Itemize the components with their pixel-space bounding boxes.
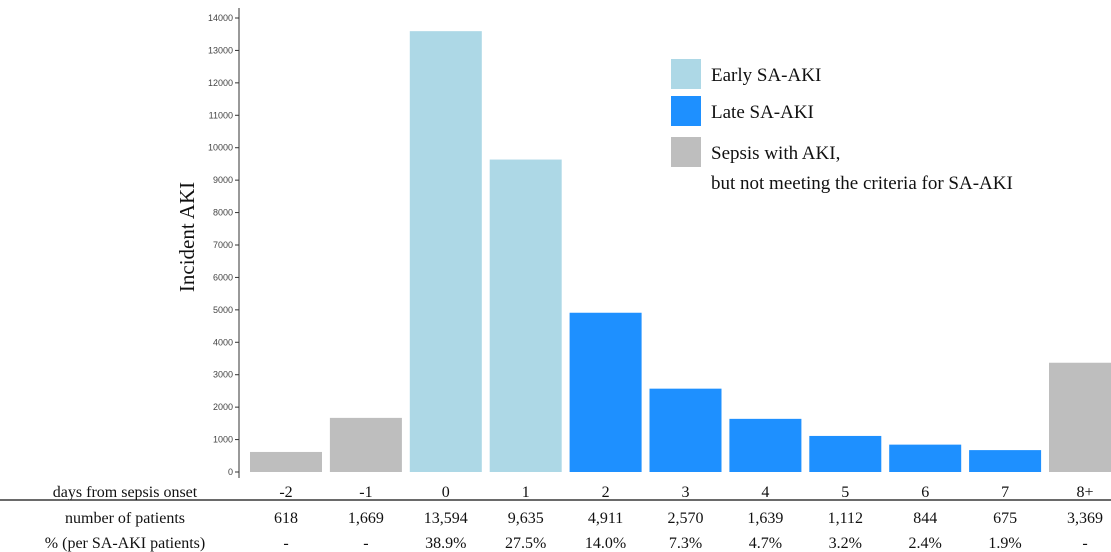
data-table: days from sepsis onset -2 -1 0 1 2 3 4 5 6 7 8+ numb…	[0, 484, 1111, 552]
y-tick-label: 3000	[213, 370, 233, 380]
legend-swatch-late	[671, 96, 701, 126]
day-cell: 2	[602, 484, 610, 501]
y-tick-label: 14000	[208, 13, 233, 23]
y-tick-label: 5000	[213, 305, 233, 315]
bar-6	[889, 444, 962, 472]
bar-8+	[1049, 362, 1111, 472]
patients-cell: 9,635	[508, 510, 544, 527]
y-tick-label: 4000	[213, 337, 233, 347]
y-axis-title: Incident AKI	[175, 182, 199, 292]
y-tick-label: 0	[228, 467, 233, 477]
bar--2	[250, 451, 322, 472]
y-tick-label: 9000	[213, 175, 233, 185]
day-cell: 5	[841, 484, 849, 501]
percent-cell: 4.7%	[749, 535, 782, 552]
legend-swatch-sepsis_not_criteria	[671, 137, 701, 167]
day-cell: 7	[1001, 484, 1009, 501]
percent-cell: 7.3%	[669, 535, 702, 552]
patients-cell: 675	[993, 510, 1017, 527]
legend-label-late: Late SA-AKI	[711, 102, 814, 123]
patients-cell: 1,669	[348, 510, 384, 527]
y-tick-label: 10000	[208, 143, 233, 153]
day-cell: 0	[442, 484, 450, 501]
legend-label-early: Early SA-AKI	[711, 65, 821, 86]
percent-cell: -	[283, 535, 288, 552]
bar-2	[569, 312, 642, 472]
y-tick-label: 12000	[208, 78, 233, 88]
y-tick-label: 11000	[209, 110, 233, 120]
percent-cell: 14.0%	[585, 535, 626, 552]
y-tick-label: 13000	[208, 45, 233, 55]
percent-cell: 2.4%	[909, 535, 942, 552]
table-row-label: number of patients	[65, 510, 185, 527]
legend-label-sepsis_not_criteria: but not meeting the criteria for SA-AKI	[711, 173, 1013, 194]
legend-swatch-early	[671, 59, 701, 89]
bar-4	[729, 418, 802, 472]
day-cell: 6	[921, 484, 929, 501]
patients-cell: 1,112	[828, 510, 863, 527]
percent-cell: 27.5%	[505, 535, 546, 552]
percent-cell: -	[1082, 535, 1087, 552]
patients-cell: 844	[913, 510, 937, 527]
patients-cell: 1,639	[747, 510, 783, 527]
legend: Early SA-AKI Late SA-AKI Sepsis with AKI, b…	[671, 59, 1013, 194]
day-cell: 3	[682, 484, 690, 501]
y-tick-label: 1000	[213, 435, 233, 445]
day-cell: -2	[279, 484, 292, 501]
patients-cell: 13,594	[424, 510, 468, 527]
percent-cell: 38.9%	[425, 535, 466, 552]
day-cell: 1	[522, 484, 530, 501]
y-tick-label: 7000	[213, 240, 233, 250]
y-tick-label: 8000	[213, 208, 233, 218]
day-cell: 8+	[1076, 484, 1093, 501]
table-row-label: % (per SA-AKI patients)	[45, 535, 205, 552]
bar-5	[809, 435, 882, 472]
y-tick-label: 6000	[213, 272, 233, 282]
bar-7	[969, 450, 1042, 472]
y-axis: 0 1000 2000 3000 4000 5000 6000 7000 8000 9000 100…	[208, 8, 240, 478]
bars	[250, 31, 1111, 472]
bar-0	[409, 31, 482, 472]
bar-1	[489, 159, 562, 472]
bar-3	[649, 388, 722, 472]
day-cell: 4	[761, 484, 769, 501]
legend-label-sepsis_not_criteria: Sepsis with AKI,	[711, 143, 840, 164]
table-row-label: days from sepsis onset	[53, 484, 198, 501]
patients-cell: 2,570	[668, 510, 704, 527]
percent-cell: -	[363, 535, 368, 552]
percent-cell: 1.9%	[988, 535, 1021, 552]
patients-cell: 4,911	[588, 510, 623, 527]
patients-cell: 3,369	[1067, 510, 1103, 527]
day-cell: -1	[359, 484, 372, 501]
bar--1	[329, 417, 402, 472]
patients-cell: 618	[274, 510, 298, 527]
percent-cell: 3.2%	[829, 535, 862, 552]
y-tick-label: 2000	[213, 402, 233, 412]
